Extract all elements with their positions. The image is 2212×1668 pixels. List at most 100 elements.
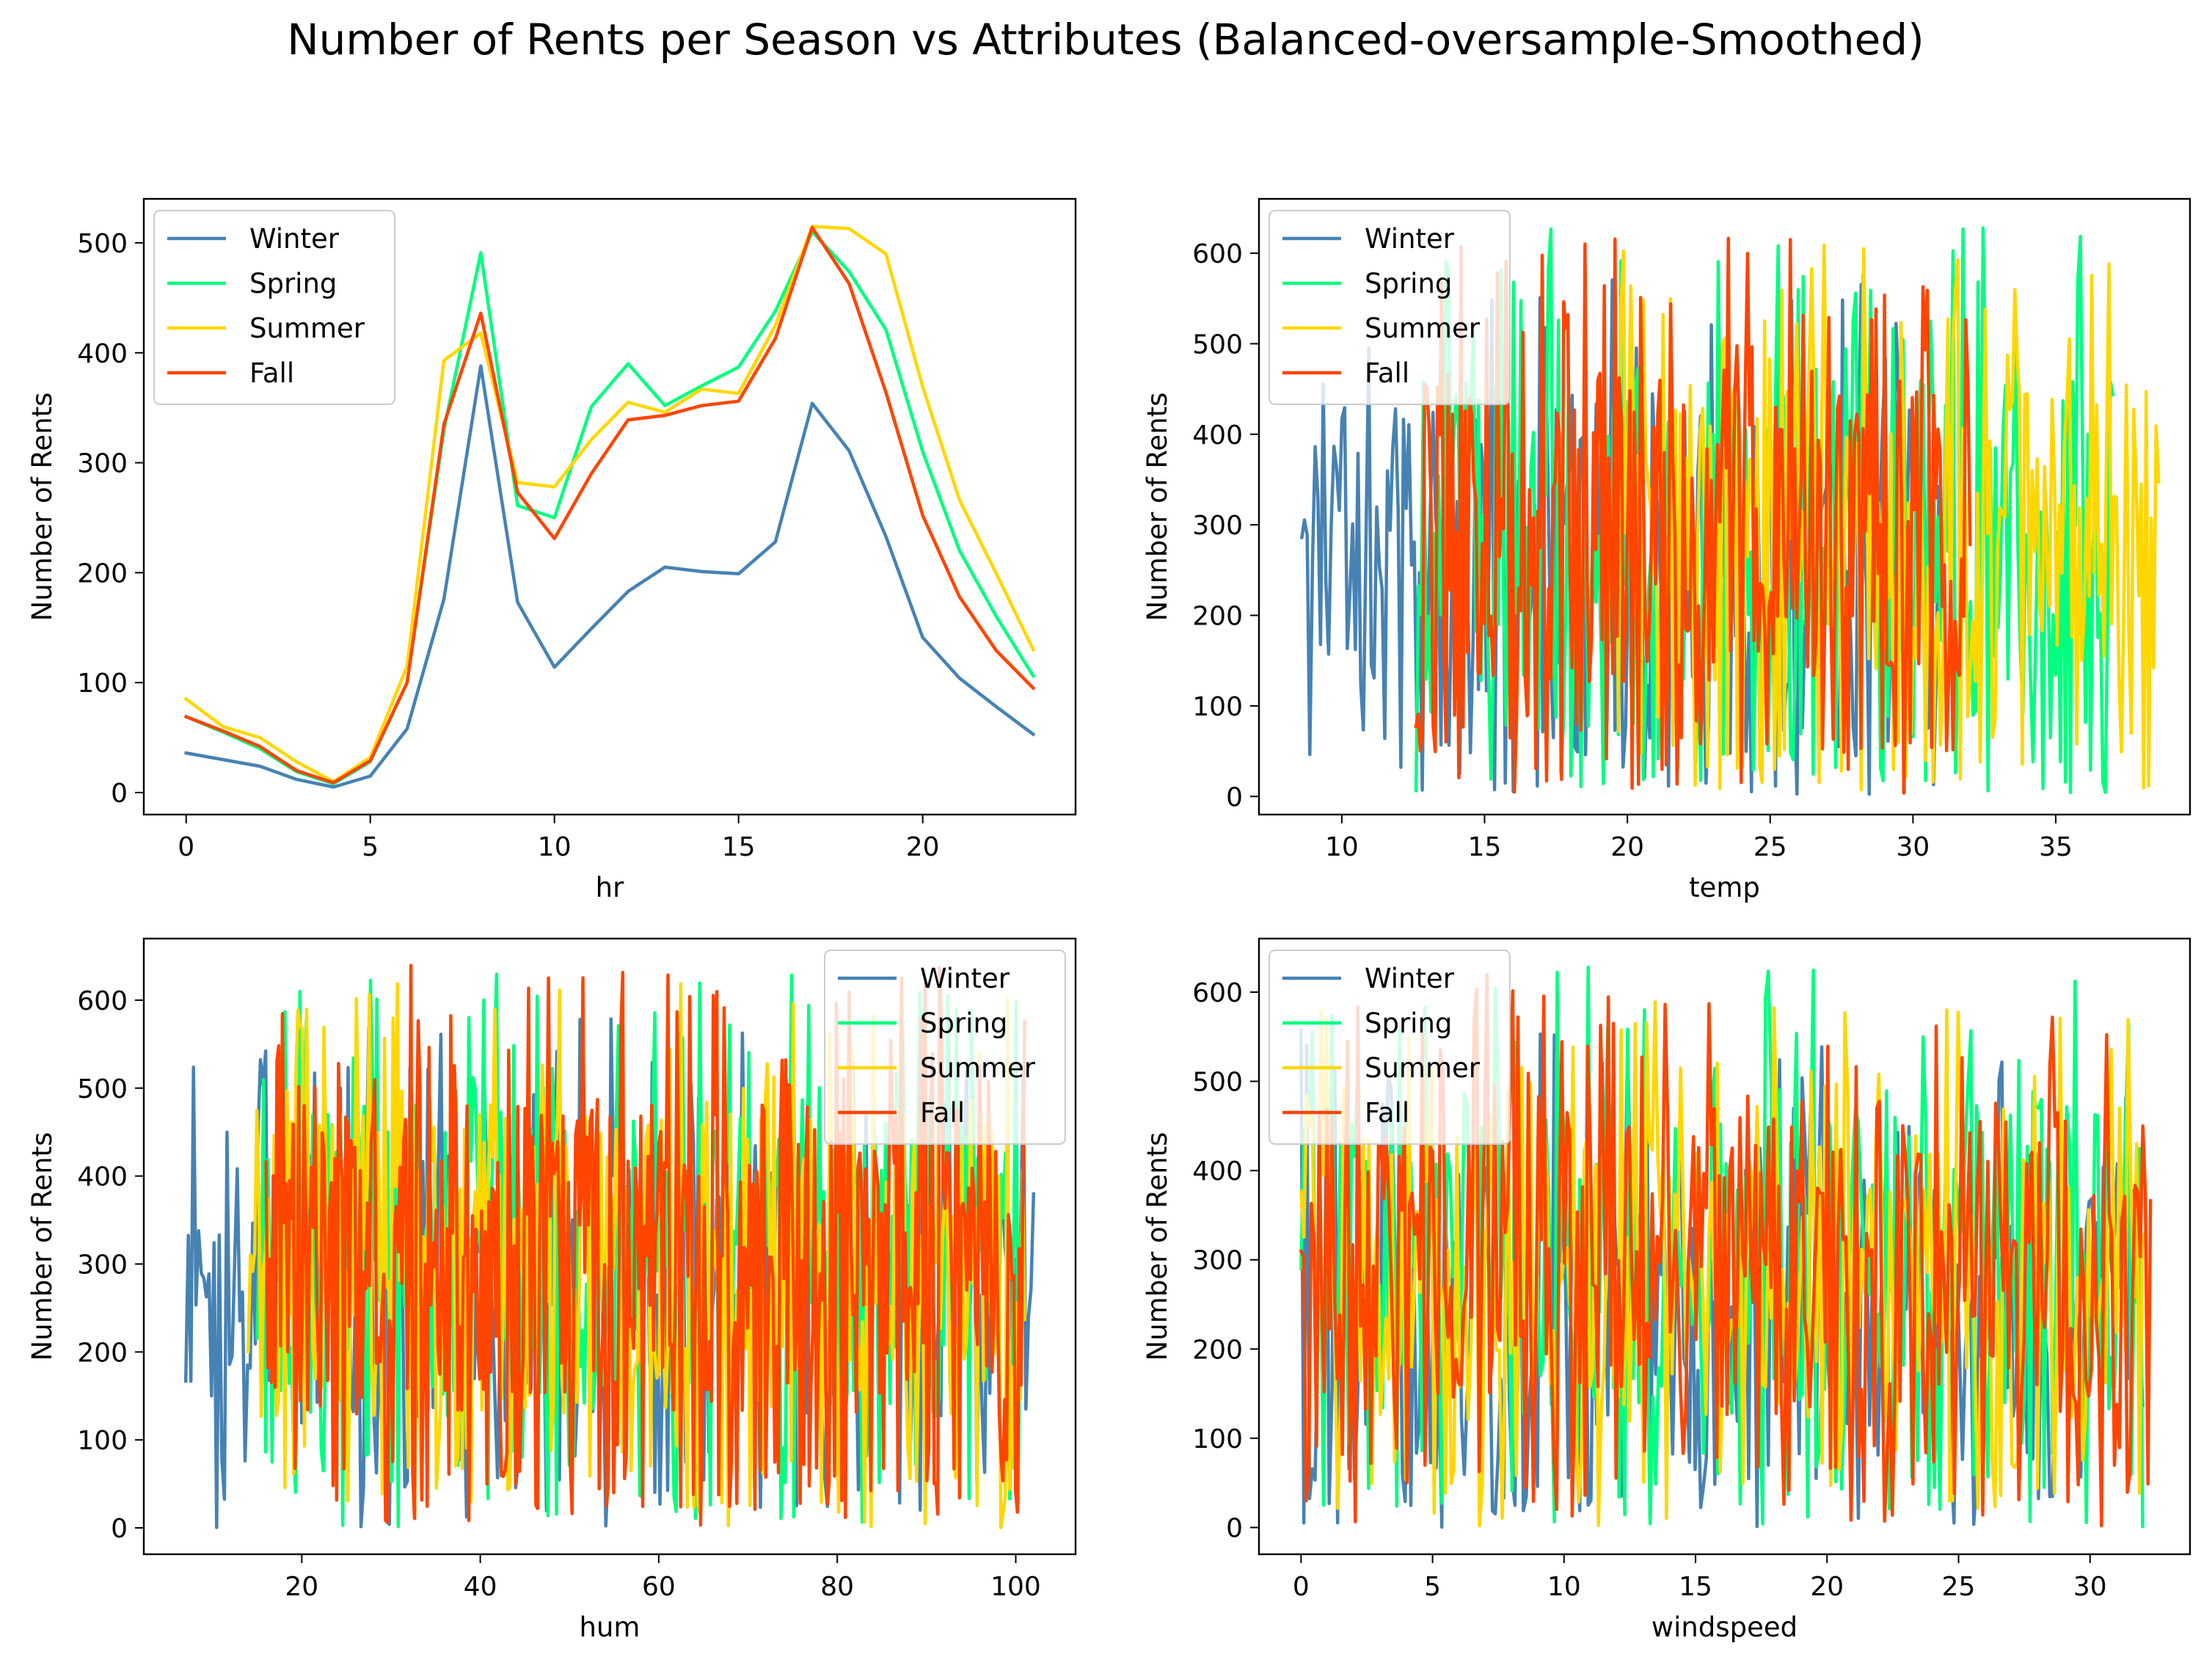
y-tick-label: 200: [77, 1338, 128, 1368]
legend-label-fall: Fall: [1365, 1097, 1409, 1129]
legend-label-spring: Spring: [249, 268, 337, 299]
y-axis-label: Number of Rents: [1142, 1132, 1173, 1361]
legend-label-winter: Winter: [249, 223, 340, 255]
legend-label-winter: Winter: [920, 963, 1010, 994]
legend-label-summer: Summer: [249, 313, 365, 344]
y-axis-label: Number of Rents: [1142, 393, 1173, 622]
subplot-temp: 10 15 20 25 30 35 0 100 200 300 400 500 600 temp Numbe…: [1142, 197, 2191, 903]
series-line-fall: [183, 225, 1036, 784]
x-tick-label: 15: [1679, 1572, 1712, 1602]
x-axis-label: windspeed: [1651, 1611, 1797, 1643]
subplot-hum: 20 40 60 80 100 0 100 200 300 400 500 600 hum Number …: [26, 937, 1077, 1643]
series-line-winter: [184, 364, 1036, 789]
y-tick-label: 500: [77, 1074, 128, 1104]
y-tick-label: 600: [77, 986, 128, 1016]
plot-area: [183, 225, 1036, 789]
x-tick-label: 25: [1753, 832, 1787, 862]
x-tick-label: 40: [464, 1572, 497, 1602]
subplot-windspeed: 0 5 10 15 20 25 300100200300400500600windspeed…: [1142, 937, 2191, 1643]
x-tick-label: 100: [990, 1572, 1041, 1602]
axes-frame: [1258, 197, 2191, 816]
x-tick-label: 20: [285, 1572, 318, 1602]
x-tick-label: 0: [178, 832, 194, 862]
x-tick-label: 0: [1293, 1572, 1310, 1602]
x-tick-label: 10: [538, 832, 572, 862]
legend-label-winter: Winter: [1365, 223, 1455, 255]
y-tick-label: 100: [1192, 1424, 1243, 1454]
legend-box: [153, 210, 395, 405]
y-tick-label: 100: [77, 669, 128, 699]
legend-box: [1269, 210, 1511, 405]
legend-label-summer: Summer: [1365, 1052, 1481, 1084]
y-tick-label: 400: [77, 339, 128, 369]
y-tick-label: 600: [1192, 978, 1243, 1008]
x-tick-label: 10: [1547, 1572, 1581, 1602]
y-tick-label: 300: [77, 449, 128, 479]
legend-label-fall: Fall: [1365, 357, 1409, 389]
y-tick-label: 200: [77, 558, 128, 589]
x-tick-label: 10: [1325, 832, 1359, 862]
y-tick-label: 0: [1226, 782, 1243, 812]
y-tick-label: 0: [111, 1514, 128, 1544]
x-tick-label: 20: [906, 832, 940, 862]
series-line-fall: [1414, 236, 1972, 795]
x-axis-label: hr: [596, 872, 624, 903]
plot-area: [1299, 226, 2161, 796]
series-line-fall: [264, 964, 1026, 1527]
y-tick-label: 100: [77, 1426, 128, 1456]
legend-label-winter: Winter: [1365, 963, 1455, 994]
x-tick-label: 60: [642, 1572, 676, 1602]
y-tick-label: 400: [77, 1162, 128, 1192]
legend-label-summer: Summer: [1365, 313, 1481, 344]
y-tick-label: 300: [77, 1250, 128, 1280]
y-tick-label: 100: [1192, 692, 1243, 722]
y-tick-label: 500: [1192, 329, 1243, 360]
x-tick-label: 80: [820, 1572, 854, 1602]
y-tick-label: 600: [1192, 239, 1243, 269]
legend: Winter Spring Summer Fall: [824, 950, 1066, 1145]
legend: Winter Spring Summer Fall: [1269, 210, 1511, 405]
y-axis-label: Number of Rents: [26, 393, 58, 622]
legend-label-fall: Fall: [920, 1097, 965, 1129]
x-tick-label: 35: [2039, 832, 2073, 862]
x-axis-label: hum: [580, 1611, 640, 1643]
y-tick-label: 0: [1226, 1514, 1243, 1544]
y-tick-label: 200: [1192, 602, 1243, 632]
legend-box: [824, 950, 1066, 1145]
legend-label-spring: Spring: [920, 1008, 1007, 1039]
y-tick-label: 400: [1192, 420, 1243, 451]
y-tick-label: 0: [111, 779, 128, 809]
x-axis-label: temp: [1689, 872, 1760, 903]
x-tick-label: 20: [1810, 1572, 1844, 1602]
x-tick-label: 30: [2073, 1572, 2107, 1602]
y-tick-label: 500: [1192, 1068, 1243, 1098]
legend: Winter Spring Summer Fall: [1269, 950, 1511, 1145]
legend-label-summer: Summer: [920, 1052, 1036, 1084]
x-tick-label: 30: [1897, 832, 1930, 862]
y-tick-label: 300: [1192, 1246, 1243, 1276]
legend-label-spring: Spring: [1365, 1008, 1452, 1039]
x-tick-label: 5: [1424, 1572, 1441, 1602]
x-tick-label: 15: [722, 832, 756, 862]
axes-frame: [142, 197, 1077, 816]
figure-title: Number of Rents per Season vs Attributes…: [287, 15, 1924, 65]
y-axis-label: Number of Rents: [26, 1132, 58, 1361]
y-tick-label: 200: [1192, 1335, 1243, 1365]
series-line-summer: [183, 225, 1036, 784]
legend-box: [1269, 950, 1511, 1145]
y-tick-label: 300: [1192, 511, 1243, 541]
x-tick-label: 20: [1610, 832, 1644, 862]
x-tick-label: 15: [1468, 832, 1502, 862]
axes-frame: [1258, 937, 2191, 1556]
x-tick-label: 5: [362, 832, 379, 862]
y-tick-label: 500: [77, 229, 128, 259]
y-tick-label: 400: [1192, 1157, 1243, 1187]
legend-label-fall: Fall: [249, 357, 294, 389]
axes-frame: [142, 937, 1077, 1556]
legend: Winter Spring Summer Fall: [153, 210, 395, 405]
x-tick-label: 25: [1942, 1572, 1976, 1602]
legend-label-spring: Spring: [1365, 268, 1452, 299]
